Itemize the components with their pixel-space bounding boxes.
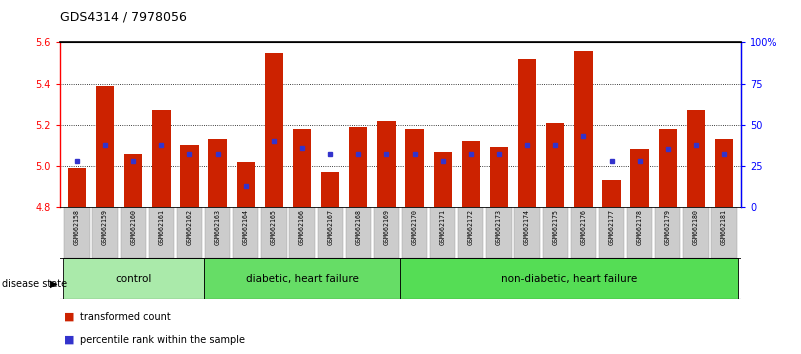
- Bar: [149, 207, 174, 258]
- Text: GSM662175: GSM662175: [552, 209, 558, 245]
- Bar: [289, 207, 315, 258]
- Bar: [570, 207, 596, 258]
- Bar: [458, 207, 484, 258]
- Bar: [405, 129, 424, 207]
- Bar: [92, 207, 118, 258]
- Bar: [265, 53, 283, 207]
- Text: GSM662170: GSM662170: [412, 209, 417, 245]
- Bar: [461, 141, 480, 207]
- Text: GSM662160: GSM662160: [131, 209, 136, 245]
- Bar: [346, 207, 371, 258]
- Bar: [63, 258, 203, 299]
- Bar: [430, 207, 455, 258]
- Bar: [233, 207, 259, 258]
- Bar: [205, 207, 230, 258]
- Text: GSM662172: GSM662172: [468, 209, 474, 245]
- Bar: [321, 172, 340, 207]
- Bar: [400, 258, 738, 299]
- Bar: [293, 129, 311, 207]
- Text: GSM662167: GSM662167: [327, 209, 333, 245]
- Bar: [658, 129, 677, 207]
- Text: GSM662162: GSM662162: [187, 209, 192, 245]
- Text: GSM662174: GSM662174: [524, 209, 530, 245]
- Text: GDS4314 / 7978056: GDS4314 / 7978056: [60, 11, 187, 24]
- Bar: [433, 152, 452, 207]
- Text: GSM662159: GSM662159: [102, 209, 108, 245]
- Text: GSM662180: GSM662180: [693, 209, 699, 245]
- Bar: [374, 207, 399, 258]
- Bar: [402, 207, 427, 258]
- Text: GSM662176: GSM662176: [581, 209, 586, 245]
- Bar: [68, 168, 86, 207]
- Bar: [121, 207, 146, 258]
- Text: GSM662178: GSM662178: [637, 209, 642, 245]
- Bar: [124, 154, 143, 207]
- Bar: [574, 51, 593, 207]
- Bar: [180, 145, 199, 207]
- Text: non-diabetic, heart failure: non-diabetic, heart failure: [501, 274, 638, 284]
- Text: GSM662166: GSM662166: [299, 209, 305, 245]
- Bar: [711, 207, 737, 258]
- Bar: [208, 139, 227, 207]
- Bar: [599, 207, 624, 258]
- Text: GSM662164: GSM662164: [243, 209, 249, 245]
- Bar: [542, 207, 568, 258]
- Bar: [546, 123, 565, 207]
- Text: GSM662181: GSM662181: [721, 209, 727, 245]
- Text: GSM662177: GSM662177: [609, 209, 614, 245]
- Text: GSM662168: GSM662168: [356, 209, 361, 245]
- Text: ■: ■: [64, 335, 74, 345]
- Text: GSM662171: GSM662171: [440, 209, 445, 245]
- Bar: [236, 162, 255, 207]
- Bar: [96, 86, 115, 207]
- Bar: [203, 258, 400, 299]
- Bar: [627, 207, 652, 258]
- Text: diabetic, heart failure: diabetic, heart failure: [246, 274, 359, 284]
- Text: GSM662169: GSM662169: [384, 209, 389, 245]
- Bar: [152, 110, 171, 207]
- Text: GSM662158: GSM662158: [74, 209, 80, 245]
- Bar: [686, 110, 705, 207]
- Bar: [261, 207, 287, 258]
- Bar: [177, 207, 202, 258]
- Bar: [64, 207, 90, 258]
- Text: GSM662179: GSM662179: [665, 209, 670, 245]
- Text: ■: ■: [64, 312, 74, 322]
- Text: GSM662161: GSM662161: [159, 209, 164, 245]
- Text: percentile rank within the sample: percentile rank within the sample: [80, 335, 245, 345]
- Bar: [377, 121, 396, 207]
- Bar: [683, 207, 709, 258]
- Text: transformed count: transformed count: [80, 312, 171, 322]
- Bar: [514, 207, 540, 258]
- Text: ▶: ▶: [50, 279, 58, 289]
- Bar: [518, 59, 536, 207]
- Bar: [490, 147, 508, 207]
- Bar: [655, 207, 680, 258]
- Text: disease state: disease state: [2, 279, 66, 289]
- Text: GSM662173: GSM662173: [496, 209, 502, 245]
- Text: GSM662163: GSM662163: [215, 209, 220, 245]
- Text: control: control: [115, 274, 151, 284]
- Bar: [715, 139, 733, 207]
- Bar: [630, 149, 649, 207]
- Bar: [349, 127, 368, 207]
- Bar: [602, 180, 621, 207]
- Bar: [486, 207, 512, 258]
- Text: GSM662165: GSM662165: [271, 209, 277, 245]
- Bar: [317, 207, 343, 258]
